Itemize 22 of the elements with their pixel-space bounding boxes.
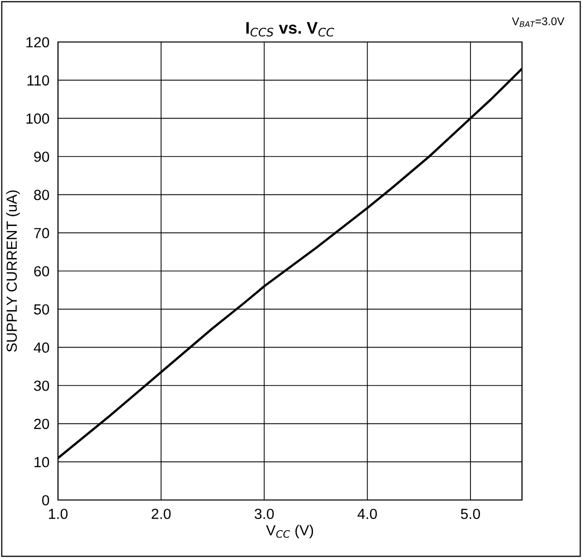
chart-title: I$_{CCS}$ vs. V$_{CC}$ xyxy=(246,22,334,37)
x-axis-title: V$_{CC}$ (V) xyxy=(266,524,314,538)
y-tick-label: 50 xyxy=(34,304,50,315)
x-tick-label: 1.0 xyxy=(48,508,68,520)
y-tick-label: 120 xyxy=(26,37,50,48)
y-tick-label: 0 xyxy=(42,495,50,506)
y-tick-label: 30 xyxy=(34,380,50,391)
y-tick-label: 10 xyxy=(34,456,50,468)
x-tick-label: 2.0 xyxy=(152,508,171,520)
x-tick-label: 5.0 xyxy=(460,508,480,520)
y-tick-label: 80 xyxy=(34,190,50,200)
text: V$_{BAT}$=3.0V xyxy=(512,17,564,27)
y-axis-title: SUPPLY CURRENT (uA) xyxy=(6,190,20,352)
x-tick-label: 4.0 xyxy=(358,508,377,520)
y-tick-label: 20 xyxy=(34,418,50,430)
y-tick-label: 70 xyxy=(34,228,50,238)
y-tick-label: 110 xyxy=(28,75,50,86)
y-tick-label: 100 xyxy=(26,113,50,124)
y-tick-label: 90 xyxy=(34,152,50,162)
x-tick-label: 3.0 xyxy=(254,508,274,520)
y-tick-label: 40 xyxy=(34,342,50,353)
y-tick-label: 60 xyxy=(34,266,50,276)
